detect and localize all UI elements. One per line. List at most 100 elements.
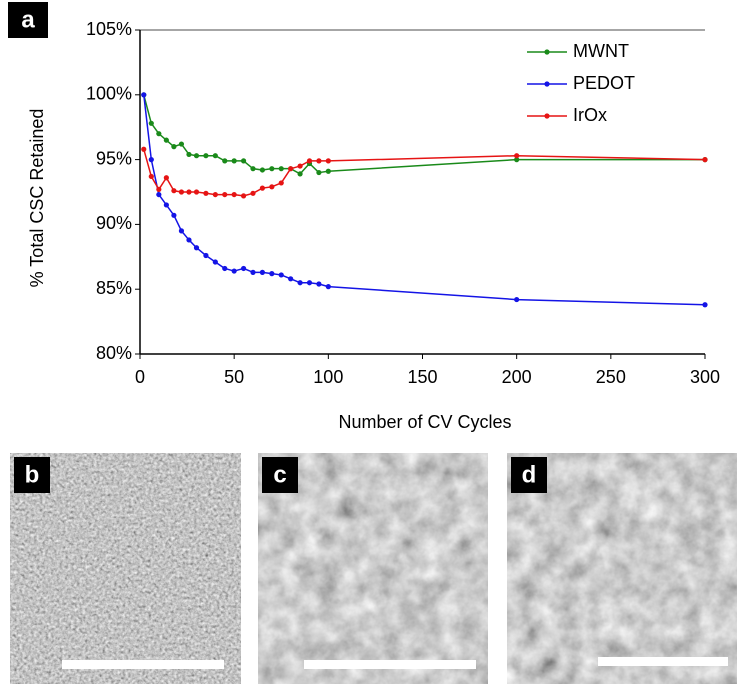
data-point: [269, 271, 274, 276]
legend-marker: [544, 113, 549, 118]
y-tick-label: 90%: [96, 213, 132, 233]
data-point: [297, 163, 302, 168]
data-point: [186, 237, 191, 242]
data-point: [316, 158, 321, 163]
y-tick-label: 105%: [86, 19, 132, 39]
data-point: [213, 192, 218, 197]
data-point: [279, 166, 284, 171]
data-point: [702, 157, 707, 162]
data-point: [156, 131, 161, 136]
data-point: [260, 270, 265, 275]
data-point: [156, 192, 161, 197]
data-point: [149, 121, 154, 126]
data-point: [141, 147, 146, 152]
data-point: [194, 245, 199, 250]
data-point: [179, 141, 184, 146]
x-tick-label: 100: [313, 367, 343, 387]
data-point: [171, 188, 176, 193]
panel-label: c: [273, 461, 286, 488]
data-point: [326, 158, 331, 163]
data-point: [222, 266, 227, 271]
data-point: [307, 280, 312, 285]
data-point: [203, 191, 208, 196]
data-point: [186, 152, 191, 157]
y-tick-label: 95%: [96, 148, 132, 168]
data-point: [203, 253, 208, 258]
legend-label: IrOx: [573, 105, 607, 125]
data-point: [232, 192, 237, 197]
image-d: d: [507, 453, 737, 684]
legend-marker: [544, 81, 549, 86]
data-point: [250, 166, 255, 171]
data-point: [241, 158, 246, 163]
scale-bar: [62, 660, 224, 669]
data-point: [269, 184, 274, 189]
panel-label: b: [25, 461, 40, 488]
y-tick-label: 80%: [96, 343, 132, 363]
data-point: [232, 268, 237, 273]
data-point: [222, 158, 227, 163]
data-point: [514, 153, 519, 158]
data-point: [307, 158, 312, 163]
scale-bar: [304, 660, 476, 669]
image-c: c: [258, 453, 488, 684]
figure: a Number of CV Cycles % Total CSC Retain…: [0, 0, 739, 684]
data-point: [203, 153, 208, 158]
data-point: [164, 175, 169, 180]
data-point: [213, 153, 218, 158]
data-point: [279, 180, 284, 185]
data-point: [241, 266, 246, 271]
data-point: [316, 281, 321, 286]
legend-label: MWNT: [573, 41, 629, 61]
data-point: [326, 169, 331, 174]
data-point: [316, 170, 321, 175]
data-point: [269, 166, 274, 171]
data-point: [194, 153, 199, 158]
data-point: [141, 92, 146, 97]
series-line: [144, 95, 705, 305]
data-point: [171, 144, 176, 149]
y-axis-label: % Total CSC Retained: [27, 109, 47, 288]
x-tick-label: 50: [224, 367, 244, 387]
data-point: [179, 228, 184, 233]
data-point: [297, 280, 302, 285]
data-point: [149, 174, 154, 179]
x-tick-label: 150: [407, 367, 437, 387]
data-point: [288, 276, 293, 281]
series-line: [144, 149, 705, 196]
data-point: [250, 270, 255, 275]
data-point: [156, 187, 161, 192]
data-point: [232, 158, 237, 163]
data-point: [171, 213, 176, 218]
x-axis-label: Number of CV Cycles: [338, 412, 511, 432]
data-point: [279, 272, 284, 277]
x-tick-label: 0: [135, 367, 145, 387]
data-point: [260, 186, 265, 191]
data-point: [222, 192, 227, 197]
data-point: [213, 259, 218, 264]
x-tick-label: 200: [502, 367, 532, 387]
data-point: [326, 284, 331, 289]
legend-marker: [544, 49, 549, 54]
data-point: [250, 191, 255, 196]
data-point: [194, 189, 199, 194]
data-point: [260, 167, 265, 172]
image-b: b: [10, 453, 241, 684]
data-point: [702, 302, 707, 307]
y-tick-label: 85%: [96, 278, 132, 298]
data-point: [288, 166, 293, 171]
data-point: [164, 202, 169, 207]
panel-label: a: [21, 6, 35, 33]
x-tick-label: 300: [690, 367, 720, 387]
data-point: [297, 171, 302, 176]
data-point: [149, 157, 154, 162]
data-point: [186, 189, 191, 194]
panel-label: d: [522, 461, 537, 488]
scale-bar: [598, 657, 728, 666]
legend-label: PEDOT: [573, 73, 635, 93]
data-point: [164, 138, 169, 143]
series-line: [144, 95, 705, 174]
data-point: [514, 297, 519, 302]
y-tick-label: 100%: [86, 84, 132, 104]
x-tick-label: 250: [596, 367, 626, 387]
